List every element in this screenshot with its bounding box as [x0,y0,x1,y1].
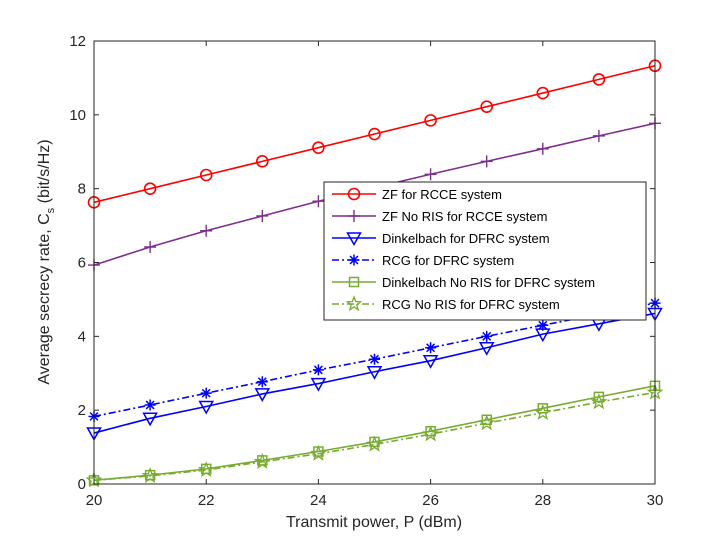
legend-marker [345,295,363,312]
legend-marker [348,276,360,288]
legend-marker [348,210,360,222]
y-tick-label: 6 [78,255,86,272]
legend-entry: ZF No RIS for RCCE system [332,209,547,224]
data-point [422,354,439,369]
series-3 [86,307,663,442]
data-point [197,461,215,478]
x-tick-label: 20 [86,492,103,509]
data-point [366,435,383,452]
data-point [425,342,437,354]
x-tick-label: 22 [198,492,215,509]
legend-entry: RCG for DFRC system [332,253,514,268]
data-point [256,376,268,388]
data-point [480,155,493,168]
data-point [590,393,608,410]
y-tick-label: 0 [78,476,86,493]
data-point [592,73,606,86]
data-point [309,444,327,461]
legend-marker [348,254,360,266]
series-line [93,385,656,482]
data-point [310,377,327,392]
data-point [369,353,380,365]
y-tick-label: 8 [78,181,86,198]
series-layer [85,59,664,488]
y-axis-label-subscript: s [45,207,57,213]
legend-label: RCG for DFRC system [382,253,514,268]
data-point [200,387,212,399]
data-point [536,86,550,100]
data-point [534,403,552,420]
y-tick-label: 12 [69,33,86,50]
legend-entry: Dinkelbach No RIS for DFRC system [332,275,595,290]
legend-marker [347,187,361,201]
data-point [424,114,437,127]
data-point [422,425,440,442]
data-point [199,168,213,182]
y-tick-label: 2 [78,402,86,419]
legend-box [323,181,647,321]
data-point [366,366,383,380]
data-point [144,399,156,411]
series-line [93,312,656,434]
x-axis-label: Transmit power, P (dBm) [286,514,462,531]
legend: ZF for RCCE system ZF No RIS for RCCE sys… [323,181,647,321]
legend-label: ZF for RCCE system [382,187,502,202]
data-point [478,342,495,356]
x-tick-label: 30 [647,492,664,509]
data-point [478,414,496,431]
data-point [256,209,269,222]
legend-marker [346,232,362,247]
series-line [93,391,656,482]
data-point [198,400,214,415]
x-tick-label: 24 [310,492,327,509]
legend-label: Dinkelbach for DFRC system [382,231,550,246]
x-axis-ticks: 20 22 24 26 28 30 [86,41,664,509]
y-axis-label: Average secrecy rate, Cs (bit/s/Hz) [36,139,57,384]
legend-entry: Dinkelbach for DFRC system [332,231,550,247]
y-tick-label: 4 [78,328,86,345]
data-point [141,466,159,484]
data-point [481,330,493,342]
data-point [537,319,549,331]
x-tick-label: 26 [422,492,439,509]
series-line [93,64,656,204]
data-point [312,141,325,154]
data-point [312,195,325,208]
data-point [200,224,213,237]
data-point [255,155,269,168]
data-point [312,364,324,376]
y-axis-ticks: 0 2 4 6 8 10 12 [69,33,655,493]
y-axis-label-main: Average secrecy rate, C [36,213,53,384]
legend-label: ZF No RIS for RCCE system [382,209,547,224]
y-axis-label-units: (bit/s/Hz) [36,139,53,207]
data-point [368,127,381,141]
data-point [143,182,157,195]
legend-label: Dinkelbach No RIS for DFRC system [382,275,595,290]
data-point [253,452,271,470]
legend-label: RCG No RIS for DFRC system [382,297,560,312]
legend-entry: RCG No RIS for DFRC system [332,295,560,312]
data-point [254,388,271,402]
data-point [144,240,157,253]
x-tick-label: 28 [534,492,551,509]
data-point [142,412,158,427]
data-point [592,129,605,142]
data-point [480,100,494,114]
legend-entry: ZF for RCCE system [332,187,502,202]
data-point [424,168,437,181]
data-point [536,142,549,155]
y-tick-label: 10 [69,107,86,124]
